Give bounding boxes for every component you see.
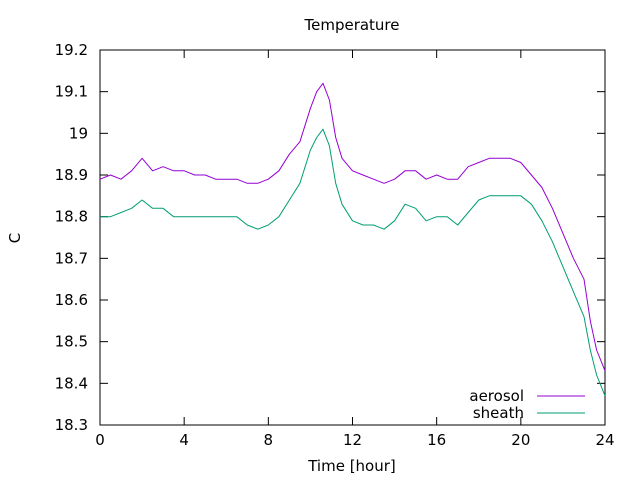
x-tick-label: 16: [427, 431, 446, 449]
y-tick-label: 18.9: [55, 166, 88, 184]
y-tick-label: 18.3: [55, 416, 88, 434]
y-tick-label: 18.7: [55, 249, 88, 267]
series-lines: [99, 82, 606, 396]
axis-ticks: 18.3 18.4 18.5 18.6 18.7 18.8 18.9 19 19.1 19.2 0 4…: [55, 41, 615, 449]
chart-title: Temperature: [303, 16, 399, 34]
y-tick-label: 18.5: [55, 333, 88, 351]
x-tick-label: 4: [179, 431, 189, 449]
series-line-sheath: [100, 128, 606, 396]
y-tick-label: 19: [69, 124, 88, 142]
y-tick-label: 19.1: [55, 83, 88, 101]
x-tick-label: 8: [264, 431, 274, 449]
y-tick-label: 18.8: [55, 208, 88, 226]
y-axis-label: C: [6, 233, 24, 243]
x-tick-label: 24: [595, 431, 614, 449]
y-tick-label: 18.6: [55, 291, 88, 309]
legend-label-sheath: sheath: [473, 404, 524, 422]
series-line-aerosol: [99, 82, 606, 371]
x-axis-label: Time [hour]: [307, 457, 396, 475]
y-tick-label: 19.2: [55, 41, 88, 59]
plot-frame: [99, 49, 606, 426]
x-tick-label: 20: [511, 431, 530, 449]
x-tick-label: 12: [343, 431, 362, 449]
legend-label-aerosol: aerosol: [469, 387, 524, 405]
y-tick-label: 18.4: [55, 374, 88, 392]
x-tick-label: 0: [95, 431, 105, 449]
